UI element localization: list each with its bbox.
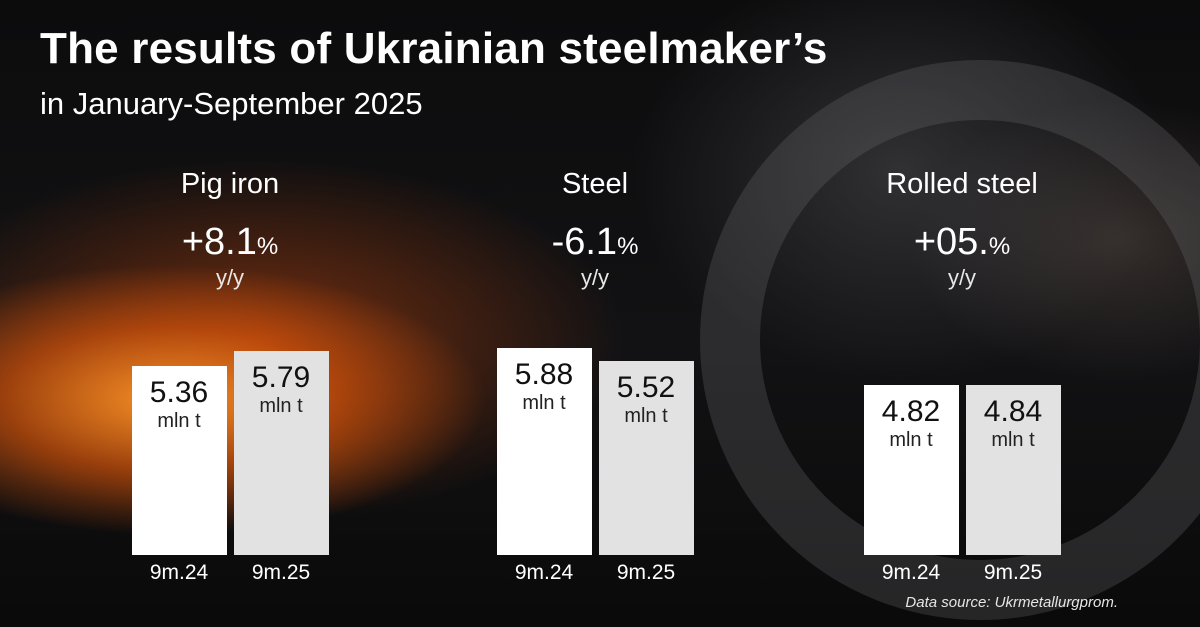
category-tick-label: 9m.24 [149,561,209,584]
year-over-year-label: y/y [215,265,245,290]
bar-value-label: 4.84 [983,394,1043,428]
chart-group-rolled-steel: Rolled steel +05.% y/y [812,0,1112,627]
bar-unit-label: mln t [522,392,566,415]
category-tick-label: 9m.24 [514,561,574,584]
group-title: Rolled steel [886,168,1038,200]
group-title: Steel [561,168,629,200]
bar-unit-label: mln t [889,429,933,452]
chart-group-steel: Steel -6.1% y/y [445,0,745,627]
bar-unit-label: mln t [991,428,1035,451]
chart-group-pig-iron: Pig iron +8.1% y/y [80,0,380,627]
page-title: The results of Ukrainian steelmaker’s [40,24,828,73]
change-number: -6.1 [551,221,618,263]
category-tick-label: 9m.25 [983,561,1043,584]
bar-value-label: 5.79 [251,361,311,395]
bar-value-label: 4.82 [881,395,941,429]
bar-unit-label: mln t [624,404,668,427]
bar-9m.25: 5.52 mln t [598,360,694,555]
bar-9m.24: 4.82 mln t [863,385,959,555]
bar-value-label: 5.52 [616,370,676,404]
bar-value-label: 5.36 [149,376,209,410]
category-tick-label: 9m.24 [881,561,941,584]
bar-9m.25: 4.84 mln t [965,384,1061,555]
bar-value-label: 5.88 [514,358,574,392]
change-percent-sign: % [256,233,279,260]
bar-9m.24: 5.36 mln t [131,366,227,555]
year-over-year-label: y/y [580,265,610,290]
bar-unit-label: mln t [157,410,201,433]
change-value: +05.% [812,221,1112,264]
data-source-note: Data source: Ukrmetallurgprom. [905,594,1118,611]
year-over-year-label: y/y [947,265,977,290]
change-number: +8.1 [181,221,257,263]
category-tick-label: 9m.25 [251,561,311,584]
change-percent-sign: % [617,233,639,260]
group-title: Pig iron [180,168,280,200]
change-number: +05. [913,221,989,263]
change-value: +8.1% [80,221,380,264]
change-percent-sign: % [988,233,1011,260]
page-subtitle: in January-September 2025 [40,86,423,121]
category-tick-label: 9m.25 [616,561,676,584]
bar-unit-label: mln t [259,395,303,418]
change-value: -6.1% [445,221,745,264]
bar-9m.25: 5.79 mln t [233,351,329,555]
bar-9m.24: 5.88 mln t [496,348,592,555]
